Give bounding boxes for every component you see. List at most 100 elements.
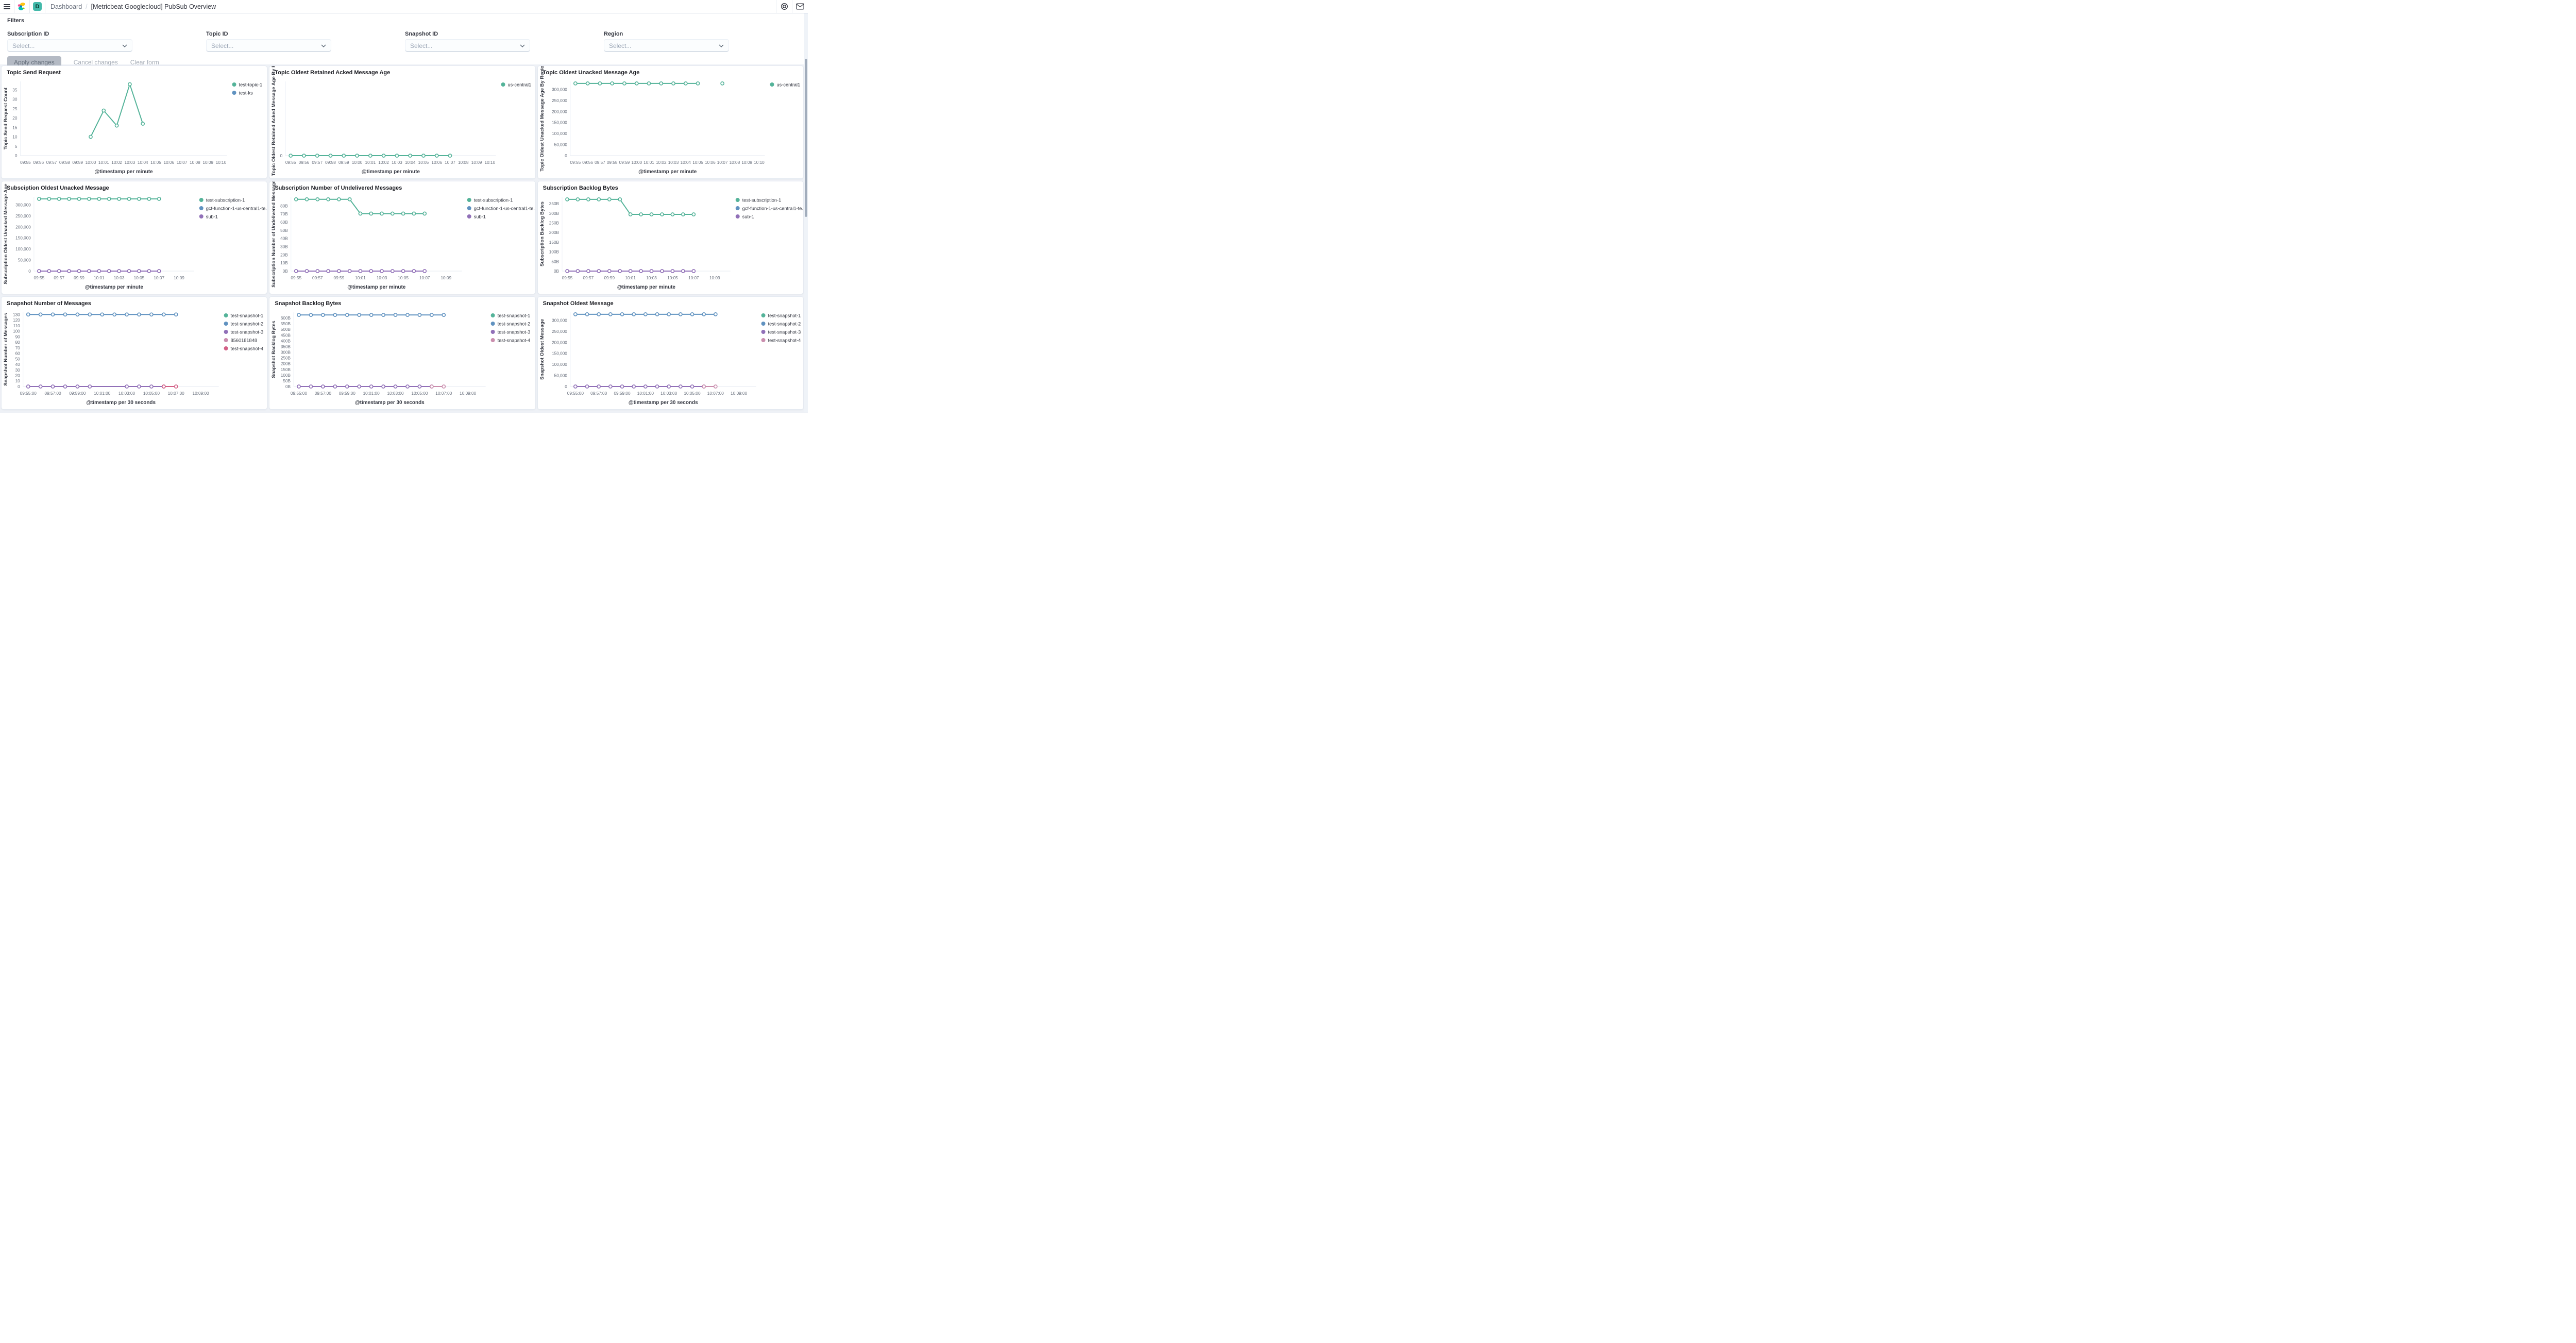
data-point[interactable] — [393, 384, 398, 389]
data-point[interactable] — [638, 269, 643, 273]
data-point[interactable] — [382, 154, 386, 158]
legend-item[interactable]: test-subscription-1 — [199, 197, 245, 203]
data-point[interactable] — [147, 196, 151, 201]
legend-item[interactable]: us-central1 — [501, 82, 532, 88]
data-point[interactable] — [638, 212, 643, 216]
data-point[interactable] — [337, 197, 342, 202]
data-point[interactable] — [57, 269, 61, 273]
data-point[interactable] — [647, 81, 651, 86]
data-point[interactable] — [101, 108, 106, 113]
data-point[interactable] — [127, 269, 131, 273]
legend-item[interactable]: gcf-function-1-us-central1-te... — [467, 206, 536, 211]
data-point[interactable] — [297, 384, 301, 389]
data-point[interactable] — [442, 384, 446, 389]
space-switcher[interactable]: D — [30, 0, 45, 13]
clear-form-button[interactable]: Clear form — [130, 59, 159, 66]
data-point[interactable] — [618, 197, 622, 202]
legend-item[interactable]: test-snapshot-3 — [224, 329, 264, 335]
data-point[interactable] — [585, 312, 589, 316]
data-point[interactable] — [622, 81, 626, 86]
data-point[interactable] — [408, 154, 413, 158]
data-point[interactable] — [302, 154, 307, 158]
data-point[interactable] — [369, 211, 374, 216]
data-point[interactable] — [405, 313, 410, 317]
region-select[interactable]: Select... — [604, 39, 729, 52]
data-point[interactable] — [401, 269, 405, 273]
data-point[interactable] — [575, 269, 580, 273]
data-point[interactable] — [63, 312, 67, 317]
scrollbar-thumb[interactable] — [805, 59, 807, 217]
data-point[interactable] — [309, 313, 313, 317]
data-point[interactable] — [321, 384, 326, 389]
data-point[interactable] — [597, 197, 601, 202]
legend-item[interactable]: sub-1 — [735, 214, 754, 220]
data-point[interactable] — [713, 384, 718, 389]
legend-item[interactable]: us-central1 — [770, 82, 800, 88]
data-point[interactable] — [326, 269, 331, 273]
subscription-id-select[interactable]: Select... — [7, 39, 132, 52]
legend-item[interactable]: test-snapshot-3 — [761, 329, 801, 335]
data-point[interactable] — [659, 81, 663, 86]
line-chart[interactable]: 009:55 09:56 09:57 09:58 09:59 10:00 10:01 10:0… — [269, 66, 535, 179]
data-point[interactable] — [117, 196, 122, 201]
data-point[interactable] — [88, 384, 92, 389]
data-point[interactable] — [701, 384, 706, 389]
data-point[interactable] — [333, 384, 337, 389]
data-point[interactable] — [678, 384, 683, 389]
data-point[interactable] — [620, 384, 624, 389]
data-point[interactable] — [713, 312, 718, 316]
data-point[interactable] — [369, 269, 374, 273]
data-point[interactable] — [326, 197, 331, 202]
data-point[interactable] — [380, 269, 384, 273]
data-point[interactable] — [691, 212, 696, 216]
data-point[interactable] — [97, 196, 101, 201]
data-point[interactable] — [609, 81, 614, 86]
legend-item[interactable]: test-snapshot-2 — [224, 321, 264, 327]
data-point[interactable] — [696, 81, 700, 86]
data-point[interactable] — [701, 312, 706, 316]
data-point[interactable] — [659, 212, 664, 216]
legend-item[interactable]: test-snapshot-4 — [761, 338, 801, 343]
snapshot-id-select[interactable]: Select... — [405, 39, 530, 52]
legend-item[interactable]: test-snapshot-4 — [490, 338, 531, 343]
data-point[interactable] — [643, 312, 648, 316]
data-point[interactable] — [643, 384, 648, 389]
data-point[interactable] — [174, 384, 178, 389]
data-point[interactable] — [575, 197, 580, 202]
data-point[interactable] — [100, 312, 105, 317]
data-point[interactable] — [77, 196, 81, 201]
data-point[interactable] — [294, 269, 298, 273]
data-point[interactable] — [369, 384, 374, 389]
data-point[interactable] — [597, 269, 601, 273]
data-point[interactable] — [681, 212, 685, 216]
data-point[interactable] — [355, 154, 360, 158]
data-point[interactable] — [607, 269, 612, 273]
data-point[interactable] — [304, 197, 309, 202]
data-point[interactable] — [368, 154, 373, 158]
data-point[interactable] — [655, 384, 659, 389]
data-point[interactable] — [608, 312, 613, 316]
data-point[interactable] — [125, 384, 129, 389]
data-point[interactable] — [620, 312, 624, 316]
legend-item[interactable]: test-snapshot-2 — [761, 321, 801, 327]
data-point[interactable] — [112, 312, 117, 317]
data-point[interactable] — [596, 312, 601, 316]
data-point[interactable] — [315, 197, 320, 202]
breadcrumb-dashboard[interactable]: Dashboard — [50, 3, 82, 10]
data-point[interactable] — [26, 384, 30, 389]
data-point[interactable] — [26, 312, 30, 317]
data-point[interactable] — [315, 269, 320, 273]
data-point[interactable] — [87, 269, 91, 273]
data-point[interactable] — [401, 211, 405, 216]
data-point[interactable] — [412, 269, 416, 273]
newsfeed-button[interactable] — [792, 0, 808, 13]
data-point[interactable] — [691, 269, 696, 273]
data-point[interactable] — [75, 384, 80, 389]
data-point[interactable] — [683, 81, 688, 86]
data-point[interactable] — [161, 312, 166, 317]
line-chart[interactable]: 0 50,000 100,000 150,000 200,000 250,000 300,0… — [538, 66, 803, 179]
data-point[interactable] — [137, 269, 141, 273]
data-point[interactable] — [618, 269, 622, 273]
data-point[interactable] — [117, 269, 122, 273]
data-point[interactable] — [127, 82, 132, 87]
